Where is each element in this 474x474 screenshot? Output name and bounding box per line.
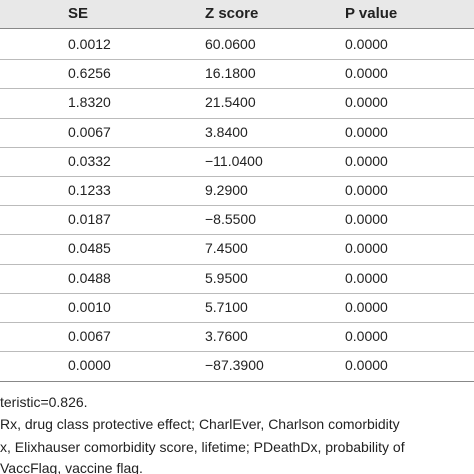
row-divider <box>0 234 474 236</box>
table-cell: 0.0000 <box>345 240 388 257</box>
row-divider <box>0 146 474 148</box>
row-divider <box>0 263 474 265</box>
table-cell: 0.0067 <box>68 328 111 344</box>
table-cell: 0.0000 <box>345 152 388 169</box>
header-cell: SE <box>68 5 89 22</box>
table-cell: 0.0485 <box>68 240 111 257</box>
table-cell: 0.0000 <box>345 328 388 344</box>
table-cell: −8.5500 <box>205 211 256 228</box>
table-cell: 0.0000 <box>345 357 388 374</box>
table-cell: 0.0000 <box>68 357 111 374</box>
table-cell: 0.0000 <box>345 298 388 315</box>
table-cell: 0.0332 <box>68 152 111 169</box>
table-cell: 0.0488 <box>68 269 111 286</box>
table-cell: 0.0067 <box>68 123 111 140</box>
table-cell: −11.0400 <box>205 152 263 169</box>
table-cell: 0.0187 <box>68 211 111 228</box>
table-bottom-rule <box>0 381 474 383</box>
table-cell: 0.6256 <box>68 65 111 82</box>
footnote: VaccFlag, vaccine flag. <box>0 460 143 474</box>
table-cell: 0.0012 <box>68 36 111 52</box>
row-divider <box>0 117 474 119</box>
header-cell: P value <box>345 5 398 22</box>
row-divider <box>0 351 474 353</box>
table-cell: 0.0000 <box>345 123 388 140</box>
table-cell: 0.0000 <box>345 182 388 198</box>
header-row <box>0 0 474 29</box>
table-cell: 0.0000 <box>345 211 388 228</box>
footnote: Rx, drug class protective effect; CharlE… <box>0 416 400 432</box>
row-divider <box>0 176 474 177</box>
table-cell: 0.0000 <box>345 269 388 286</box>
row-divider <box>0 88 474 90</box>
table-cell: −87.3900 <box>205 357 264 374</box>
row-divider <box>0 205 474 207</box>
table-cell: 3.8400 <box>205 123 248 140</box>
footnote: teristic=0.826. <box>0 394 88 410</box>
row-divider <box>0 59 474 61</box>
header-cell: Z score <box>205 5 259 22</box>
footnote: x, Elixhauser comorbidity score, lifetim… <box>0 439 405 455</box>
table-cell: 5.9500 <box>205 269 248 286</box>
table-cell: 0.0000 <box>345 94 388 111</box>
row-divider <box>0 322 474 323</box>
row-divider <box>0 292 474 294</box>
table-cell: 16.1800 <box>205 65 256 82</box>
table-cell: 60.0600 <box>205 36 256 52</box>
table-cell: 1.8320 <box>68 94 111 111</box>
table-cell: 7.4500 <box>205 240 248 257</box>
table-cell: 9.2900 <box>205 182 248 198</box>
table-cell: 3.7600 <box>205 328 248 344</box>
table-cell: 0.1233 <box>68 182 111 198</box>
table-cell: 5.7100 <box>205 298 248 315</box>
table-cell: 21.5400 <box>205 94 256 111</box>
table-cell: 0.0000 <box>345 65 388 82</box>
table-cell: 0.0010 <box>68 298 111 315</box>
table-cell: 0.0000 <box>345 36 388 52</box>
